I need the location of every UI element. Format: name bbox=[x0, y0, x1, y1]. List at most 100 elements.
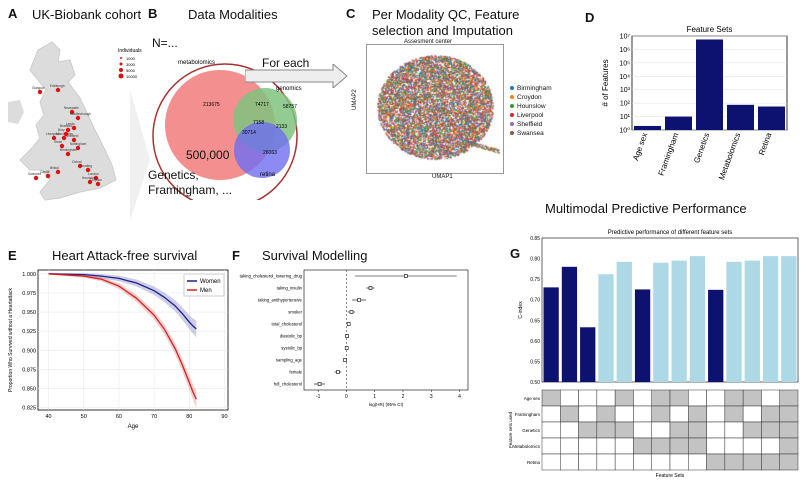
grid-cell bbox=[560, 421, 579, 439]
legend-label: 3000 bbox=[126, 62, 136, 67]
grid-cell bbox=[724, 421, 744, 439]
legend-label: Swansea bbox=[517, 130, 544, 137]
legend-label: Hounslow bbox=[517, 103, 546, 110]
covariate-label: diastolic_bp bbox=[280, 334, 303, 339]
city-marker bbox=[63, 131, 69, 137]
city-marker bbox=[55, 87, 61, 93]
survival-chart: 40 50 60 70 80 90 1.000 0.975 0.950 0.925 0.900 0.8… bbox=[8, 269, 229, 430]
grid-cell bbox=[688, 405, 707, 423]
grid-cell bbox=[706, 389, 726, 407]
legend-dot bbox=[510, 95, 514, 99]
bar bbox=[758, 106, 785, 130]
city-marker bbox=[77, 163, 83, 169]
city-marker bbox=[59, 143, 65, 149]
chart-legend: Women Men bbox=[183, 273, 225, 297]
x-tick-label: Metabolomics bbox=[717, 132, 742, 181]
grid-row-label: Metabolomics bbox=[512, 444, 541, 449]
city-marker bbox=[33, 175, 39, 181]
y-axis-label: Proportion Who Survived without a Hearta… bbox=[8, 288, 14, 392]
grid-cell bbox=[669, 421, 689, 439]
y-tick-label: 1.000 bbox=[22, 272, 36, 278]
y-tick-label: 0.80 bbox=[530, 257, 540, 263]
legend-label: 1000 bbox=[126, 56, 136, 61]
legend-label: Women bbox=[200, 279, 221, 285]
legend-marker bbox=[119, 68, 123, 72]
grid-cell bbox=[596, 389, 616, 407]
grid-cell bbox=[724, 389, 744, 407]
covariate-label: systolic_bp bbox=[281, 346, 302, 351]
umap-legend-item: Croydon bbox=[510, 93, 552, 102]
y-tick-label: 0.975 bbox=[22, 291, 36, 297]
covariate-label: sampling_age bbox=[276, 358, 303, 363]
umap-scatter bbox=[367, 45, 503, 173]
grid-cell bbox=[669, 389, 689, 407]
y-tick-label: 10⁶ bbox=[619, 47, 630, 54]
panel-f-letter: F bbox=[232, 248, 240, 263]
city-label: Birmingham bbox=[60, 148, 77, 152]
n-label: N=... bbox=[152, 36, 178, 50]
grid-cell bbox=[669, 453, 689, 471]
y-tick-label: 0.875 bbox=[22, 367, 36, 373]
y-tick-label: 0.85 bbox=[530, 236, 540, 242]
x-tick-label: Genetics bbox=[692, 132, 711, 165]
umap-legend-item: Hounslow bbox=[510, 102, 552, 111]
city-marker bbox=[75, 145, 81, 151]
grid-row-label: Genetics bbox=[522, 428, 541, 433]
chart-title: Feature Sets bbox=[687, 25, 733, 34]
uk-map: Edinburgh Glasgow Newcastle Middlesbrough Le… bbox=[8, 41, 150, 220]
umap-legend-item: Birmingham bbox=[510, 84, 552, 93]
modality-text-2: Framingham, ... bbox=[148, 183, 233, 197]
grid-cell bbox=[578, 453, 598, 471]
grid-row-label: Framingham bbox=[515, 412, 541, 417]
y-tick-label: 0.850 bbox=[22, 387, 36, 393]
cohort-outline bbox=[152, 63, 298, 200]
y-tick-label: 10⁴ bbox=[619, 74, 630, 81]
estimate-marker bbox=[343, 358, 347, 362]
grid-cell bbox=[614, 421, 634, 439]
legend-label: Birmingham bbox=[517, 85, 552, 92]
city-label: Liverpool bbox=[46, 132, 59, 136]
y-tick-label: 0.950 bbox=[22, 310, 36, 316]
plot-frame bbox=[303, 269, 469, 391]
performance-bar bbox=[781, 256, 797, 382]
grid-cell bbox=[578, 389, 598, 407]
legend-label: 10000 bbox=[126, 74, 138, 79]
estimate-marker bbox=[357, 298, 361, 302]
city-marker bbox=[75, 115, 81, 121]
performance-bar bbox=[708, 289, 724, 382]
y-tick-label: 10¹ bbox=[620, 114, 631, 121]
y-tick-label: 0.55 bbox=[530, 359, 540, 365]
legend-marker bbox=[118, 73, 124, 79]
grid-cell bbox=[541, 437, 561, 455]
grid-cell bbox=[633, 437, 652, 455]
panel-b-letter: B bbox=[148, 6, 158, 21]
chart-title: Predictive performance of different feat… bbox=[608, 230, 733, 236]
grid-cell bbox=[614, 405, 634, 423]
legend-label: 5000 bbox=[126, 68, 136, 73]
grid-cell bbox=[761, 453, 780, 471]
grid-cell bbox=[578, 421, 598, 439]
grid-cell bbox=[761, 405, 780, 423]
grid-cell bbox=[742, 437, 762, 455]
metabolomics-label: metabolomics bbox=[178, 60, 215, 66]
city-label: Bradford bbox=[60, 124, 72, 128]
bar bbox=[727, 104, 754, 130]
legend-dot bbox=[510, 122, 514, 126]
x-tick-label: -1 bbox=[316, 394, 321, 400]
city-label: Swansea bbox=[28, 172, 41, 176]
x-tick-label: Framingham bbox=[657, 131, 681, 177]
estimate-marker bbox=[349, 310, 354, 314]
x-tick-label: 50 bbox=[81, 414, 87, 420]
performance-bar bbox=[653, 262, 669, 382]
city-marker bbox=[69, 109, 75, 115]
city-marker bbox=[45, 173, 51, 179]
venn-value: 213675 bbox=[203, 102, 220, 108]
panel-c-title-1: Per Modality QC, Feature bbox=[372, 7, 520, 22]
plot-frame bbox=[541, 237, 799, 383]
city-label: Middlesbrough bbox=[70, 112, 91, 116]
city-label: Edinburgh bbox=[50, 84, 65, 88]
panel-e-letter: E bbox=[8, 248, 17, 263]
bar bbox=[665, 116, 692, 130]
venn-value: 26063 bbox=[263, 150, 277, 156]
